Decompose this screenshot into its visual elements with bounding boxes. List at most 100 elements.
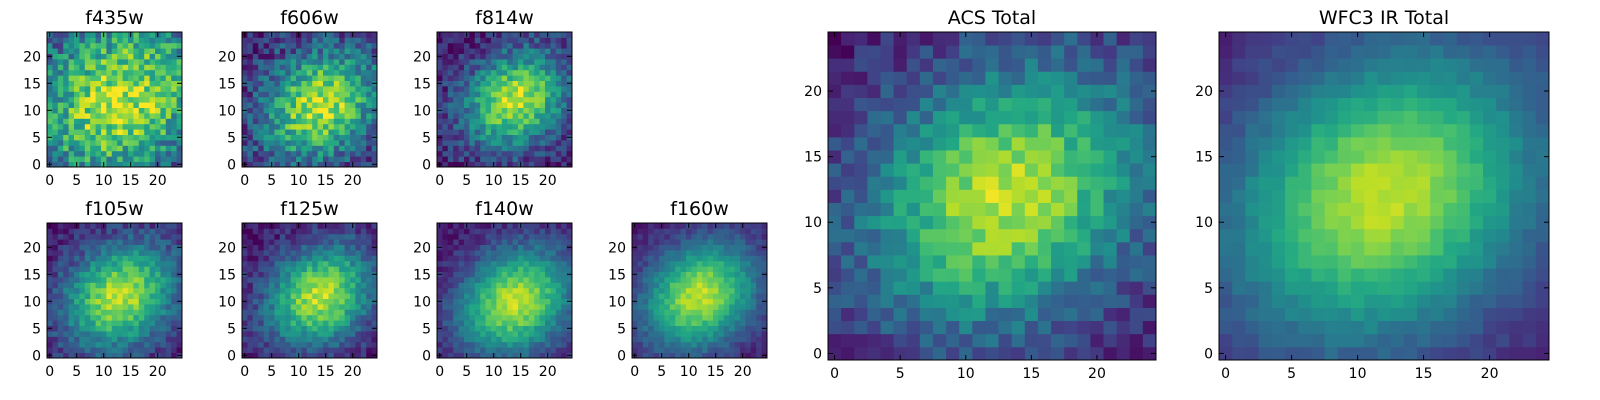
y-tick-label: 15 — [413, 267, 431, 283]
heatmap-cell — [534, 250, 540, 256]
heatmap-cell — [149, 282, 156, 289]
heatmap-cell — [323, 80, 329, 87]
heatmap-cell — [63, 341, 69, 348]
heatmap-cell — [539, 233, 546, 240]
heatmap-cell — [155, 134, 161, 141]
heatmap-cell — [458, 287, 465, 294]
heatmap-cell — [301, 352, 308, 359]
heatmap-cell — [90, 86, 96, 92]
heatmap-cell — [128, 325, 134, 332]
heatmap-cell — [545, 228, 551, 235]
heatmap-cell — [491, 86, 497, 92]
heatmap-cell — [63, 271, 69, 278]
x-tick-label: 10 — [95, 173, 113, 189]
heatmap-cell — [57, 331, 64, 337]
heatmap-cell — [919, 202, 934, 217]
heatmap-cell — [328, 314, 335, 321]
heatmap-cell — [128, 102, 134, 108]
heatmap-cell — [95, 96, 102, 103]
heatmap-cell — [867, 320, 881, 335]
heatmap-cell — [501, 53, 508, 60]
heatmap-cell — [675, 271, 681, 278]
heatmap-cell — [550, 250, 557, 256]
heatmap-cell — [480, 331, 486, 337]
heatmap-cell — [718, 282, 725, 289]
heatmap-cell — [306, 161, 313, 168]
heatmap-cell — [491, 129, 497, 135]
heatmap-cell — [496, 282, 503, 289]
heatmap-cell — [247, 282, 254, 289]
heatmap-cell — [642, 309, 649, 316]
heatmap-cell — [155, 255, 161, 262]
heatmap-cell — [117, 347, 123, 353]
heatmap-cell — [707, 309, 714, 316]
heatmap-cell — [539, 250, 546, 256]
heatmap-cell — [128, 75, 134, 81]
heatmap-cell — [501, 260, 508, 267]
heatmap-cell — [501, 287, 508, 294]
heatmap-cell — [474, 48, 481, 54]
heatmap-cell — [545, 102, 551, 108]
heatmap-cell — [485, 150, 492, 157]
heatmap-cell — [101, 320, 107, 326]
heatmap-cell — [469, 80, 476, 87]
heatmap-cell — [285, 336, 291, 343]
heatmap-cell — [149, 86, 156, 92]
heatmap-cell — [496, 298, 503, 305]
heatmap-cell — [1024, 228, 1039, 243]
heatmap-cell — [437, 255, 443, 262]
heatmap-cell — [566, 91, 573, 98]
heatmap-cell — [1116, 189, 1131, 203]
heatmap-cell — [740, 260, 746, 267]
heatmap-cell — [111, 75, 118, 81]
heatmap-cell — [138, 53, 145, 60]
heatmap-cell — [333, 331, 340, 337]
heatmap-cell — [512, 107, 519, 114]
heatmap-cell — [637, 320, 644, 326]
heatmap-cell — [176, 266, 183, 272]
heatmap-cell — [258, 42, 264, 49]
heatmap-cell — [442, 150, 449, 157]
heatmap-cell — [360, 255, 367, 262]
heatmap-cell — [528, 352, 535, 359]
heatmap-cell — [252, 69, 259, 76]
heatmap-cell — [317, 75, 324, 81]
heatmap-cell — [496, 145, 503, 152]
heatmap-cell — [106, 250, 113, 256]
heatmap-cell — [95, 266, 102, 272]
heatmap-cell — [867, 163, 881, 177]
heatmap-cell — [664, 341, 671, 348]
heatmap-cell — [144, 123, 150, 130]
heatmap-cell — [339, 320, 345, 326]
heatmap-cell — [274, 282, 281, 289]
heatmap-cell — [550, 96, 557, 103]
heatmap-cell — [133, 250, 140, 256]
heatmap-cell — [328, 336, 335, 343]
heatmap-cell — [437, 266, 443, 272]
heatmap-cell — [52, 59, 59, 65]
heatmap-cell — [1064, 320, 1078, 335]
x-tick-label: 0 — [435, 364, 444, 380]
heatmap-cell — [290, 304, 297, 310]
heatmap-cell — [1077, 294, 1091, 308]
heatmap-cell — [867, 268, 881, 282]
heatmap-cell — [371, 118, 378, 125]
heatmap-cell — [1116, 176, 1131, 190]
heatmap-cell — [539, 336, 546, 343]
heatmap-cell — [350, 107, 356, 114]
heatmap-cell — [95, 325, 102, 332]
heatmap-cell — [528, 331, 535, 337]
heatmap-cell — [160, 255, 167, 262]
heatmap-cell — [312, 118, 318, 125]
heatmap-cell — [707, 223, 714, 229]
heatmap-cell — [160, 37, 167, 44]
heatmap-cell — [648, 250, 654, 256]
heatmap-cell — [740, 239, 746, 245]
heatmap-cell — [79, 277, 86, 283]
heatmap-cell — [344, 129, 351, 135]
heatmap-cell — [442, 266, 449, 272]
heatmap-cell — [491, 37, 497, 44]
heatmap-cell — [507, 140, 513, 146]
heatmap-cell — [946, 333, 960, 348]
heatmap-cell — [1090, 281, 1104, 295]
